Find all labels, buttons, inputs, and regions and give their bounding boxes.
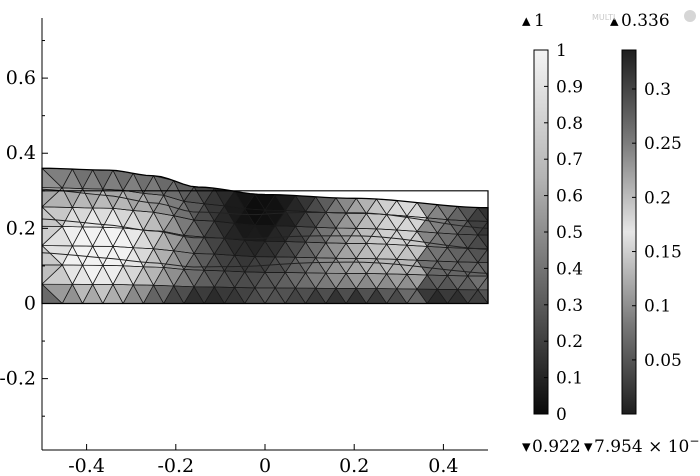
colorbar-tick-label: 1 xyxy=(556,41,567,61)
colorbar-contour-min-mantissa: 7.954 × 10 xyxy=(594,437,689,457)
colorbar-tick-label: 0.2 xyxy=(556,332,583,352)
colorbar-tick-label: 0.6 xyxy=(556,187,583,207)
colorbar-tick-label: 0.15 xyxy=(644,243,682,263)
y-tick-label: -0.2 xyxy=(0,368,36,390)
x-ticks: -0.4 -0.2 0 0.2 0.4 xyxy=(68,444,459,476)
axes: -0.4 -0.2 0 0.2 0.4 -0.2 0 0.2 0.4 0.6 xyxy=(0,18,488,476)
colorbar-contour-max-marker: ▴ xyxy=(610,11,619,31)
colorbar-contour-max: 0.336 xyxy=(621,11,670,31)
deformed-boundary xyxy=(41,167,489,305)
x-tick-label: -0.2 xyxy=(157,455,194,476)
colorbar-contour-min: 7.954 × 10−5 xyxy=(594,434,700,457)
contour-line xyxy=(42,218,488,250)
colorbar-surface-min: 0.922 xyxy=(532,437,581,457)
colorbar-surface-ticks: 0 0.1 0.2 0.3 0.4 0.5 0.6 0.7 0.8 0.9 1 xyxy=(544,41,583,425)
y-tick-label: 0.6 xyxy=(6,67,36,89)
contour-line xyxy=(42,188,488,229)
colorbar-tick-label: 0.1 xyxy=(556,369,583,389)
x-tick-label: 0.4 xyxy=(428,455,458,476)
colorbar-tick-label: 0.25 xyxy=(644,134,682,154)
colorbar-tick-label: 0.5 xyxy=(556,223,583,243)
colorbar-tick-label: 0.2 xyxy=(644,188,671,208)
watermark-logo-icon xyxy=(684,10,696,22)
watermark: MULTI xyxy=(592,10,696,22)
colorbar-tick-label: 0.8 xyxy=(556,114,583,134)
colorbar-contour: ▴ 0.336 0.05 0.1 0.15 0.2 0.25 0.3 ▾ 7.954 × … xyxy=(584,11,700,457)
x-tick-label: 0 xyxy=(259,455,271,476)
colorbar-contour-ticks: 0.05 0.1 0.15 0.2 0.25 0.3 xyxy=(632,80,682,371)
y-ticks: -0.2 0 0.2 0.4 0.6 xyxy=(0,40,48,417)
colorbar-surface-max: 1 xyxy=(534,11,545,31)
watermark-text: MULTI xyxy=(592,13,615,22)
x-tick-label: 0.2 xyxy=(339,455,369,476)
colorbar-tick-label: 0.1 xyxy=(644,297,671,317)
x-tick-label: -0.4 xyxy=(68,455,105,476)
y-tick-label: 0 xyxy=(24,292,36,314)
colorbar-surface-min-marker: ▾ xyxy=(522,437,531,457)
y-tick-label: 0.2 xyxy=(6,217,36,239)
colorbar-tick-label: 0.7 xyxy=(556,150,583,170)
colorbar-tick-label: 0.9 xyxy=(556,77,583,97)
colorbar-tick-label: 0 xyxy=(556,405,567,425)
colorbar-tick-label: 0.05 xyxy=(644,351,682,371)
triangular-mesh xyxy=(42,168,488,304)
undeformed-boundary xyxy=(42,190,489,304)
colorbar-contour-min-exponent: −5 xyxy=(689,434,700,448)
plot-area xyxy=(41,167,489,305)
colorbar-contour-bar xyxy=(621,49,637,415)
y-tick-label: 0.4 xyxy=(6,142,36,164)
colorbar-surface-max-marker: ▴ xyxy=(522,11,531,31)
colorbar-surface: ▴ 1 0 0.1 0.2 0.3 0.4 0.5 0.6 0.7 0.8 0.9 1 ▾ 0.92… xyxy=(522,11,583,457)
contour-line xyxy=(42,252,488,274)
colorbar-tick-label: 0.3 xyxy=(644,80,671,100)
colorbar-tick-label: 0.3 xyxy=(556,296,583,316)
colorbar-contour-min-marker: ▾ xyxy=(584,437,593,457)
colorbar-tick-label: 0.4 xyxy=(556,259,583,279)
